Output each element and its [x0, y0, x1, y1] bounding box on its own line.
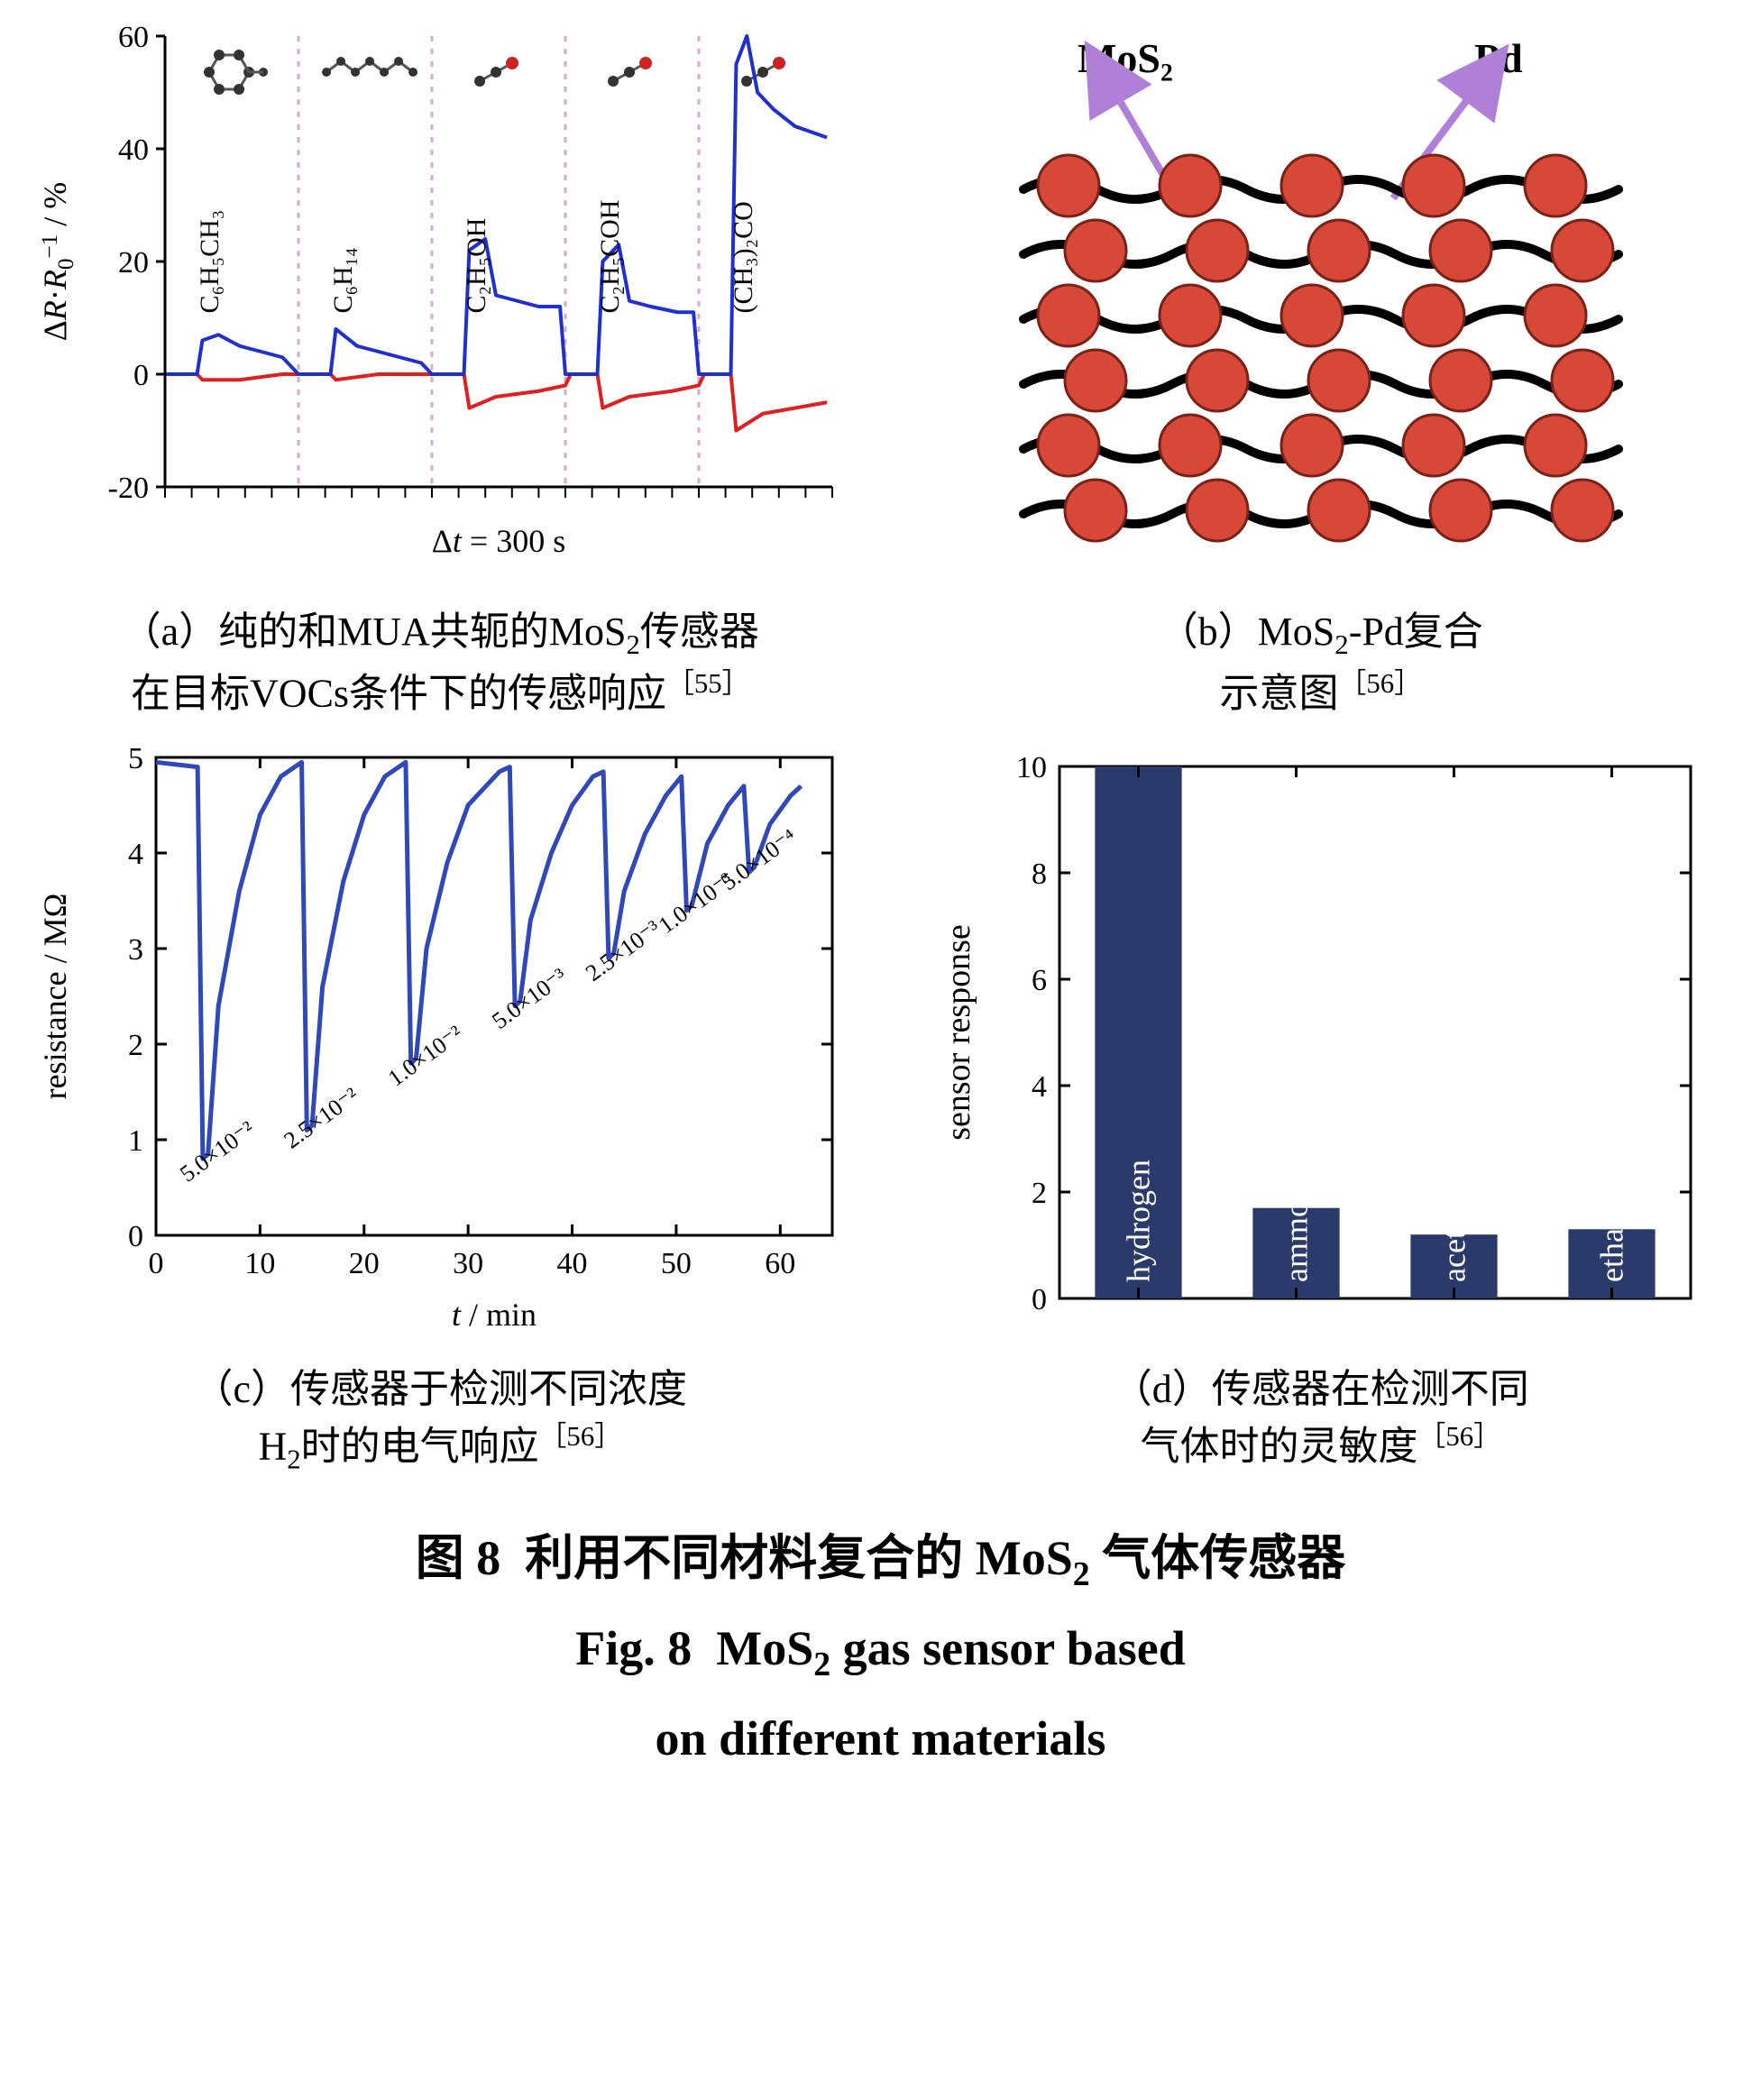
svg-text:3: 3	[128, 933, 143, 967]
panel-d: 0 2 4 6 8 10 hydrogen ammonia acetone ethanol sens…	[899, 739, 1744, 1479]
svg-text:5: 5	[128, 742, 143, 775]
svg-text:60: 60	[118, 21, 149, 54]
svg-text:60: 60	[766, 1247, 796, 1280]
svg-text:ΔR·R0−1 / %: ΔR·R0−1 / %	[37, 182, 78, 342]
svg-text:C₆H₁₄: C₆H₁₄	[328, 247, 358, 313]
panel-b: MoS₂ Pd （b）MoS2-Pd复合示意图［56］	[899, 18, 1744, 721]
panel-d-chart: 0 2 4 6 8 10 hydrogen ammonia acetone ethanol sens…	[924, 739, 1718, 1353]
svg-text:2: 2	[1032, 1177, 1047, 1210]
svg-text:C₂H₅COH: C₂H₅COH	[595, 200, 625, 314]
svg-text:20: 20	[349, 1247, 380, 1280]
caption-line-en1: Fig. 8 MoS2 gas sensor based	[18, 1605, 1743, 1695]
svg-text:40: 40	[118, 133, 149, 167]
svg-text:5.0×10⁻²: 5.0×10⁻²	[175, 1115, 260, 1187]
svg-text:acetone: acetone	[1435, 1183, 1472, 1282]
panel-b-caption: （b）MoS2-Pd复合示意图［56］	[1159, 604, 1483, 721]
svg-text:1.0×10⁻²: 1.0×10⁻²	[383, 1020, 468, 1091]
svg-text:20: 20	[118, 246, 149, 280]
svg-text:0: 0	[149, 1247, 164, 1280]
svg-text:2.5×10⁻³: 2.5×10⁻³	[581, 915, 665, 986]
svg-text:MoS₂: MoS₂	[1078, 35, 1173, 81]
svg-text:0: 0	[128, 1220, 143, 1253]
svg-text:10: 10	[245, 1247, 276, 1280]
svg-text:2.5×10⁻²: 2.5×10⁻²	[280, 1082, 364, 1153]
svg-text:t / min: t / min	[452, 1297, 537, 1333]
panel-b-diagram: MoS₂ Pd	[924, 18, 1718, 595]
svg-text:C₂H₅OH: C₂H₅OH	[462, 218, 491, 314]
panel-d-caption: （d）传感器在检测不同气体时的灵敏度［56］	[1113, 1362, 1529, 1474]
figure-main-caption: 图 8 利用不同材料复合的 MoS2 气体传感器 Fig. 8 MoS2 gas…	[18, 1515, 1743, 1783]
caption-line-en2: on different materials	[18, 1695, 1743, 1783]
svg-text:ethanol: ethanol	[1593, 1187, 1629, 1282]
svg-text:2: 2	[128, 1029, 143, 1062]
panel-a-chart: -20 0 20 40 60 ΔR·R0−1 / % Δt = 300 s C₆H₅CH₃ C₆…	[21, 18, 859, 595]
svg-text:5.0×10⁻³: 5.0×10⁻³	[488, 963, 573, 1034]
svg-text:8: 8	[1032, 857, 1047, 891]
svg-text:50: 50	[661, 1247, 692, 1280]
svg-text:30: 30	[453, 1247, 483, 1280]
svg-text:10: 10	[1016, 751, 1047, 784]
caption-line-cn: 图 8 利用不同材料复合的 MoS2 气体传感器	[18, 1515, 1743, 1605]
svg-text:4: 4	[128, 838, 143, 871]
svg-text:0: 0	[1032, 1283, 1047, 1316]
figure-grid: -200204060ΔR·R0−1 / %Δt = 300 sC₆H₅CH₃C₆…	[18, 18, 1743, 1479]
svg-text:40: 40	[557, 1247, 588, 1280]
svg-text:5.0×10⁻⁴: 5.0×10⁻⁴	[716, 824, 802, 896]
svg-text:6: 6	[1032, 964, 1047, 997]
svg-text:Δt = 300 s: Δt = 300 s	[432, 523, 565, 559]
svg-text:C₆H₅CH₃: C₆H₅CH₃	[195, 210, 225, 314]
svg-text:hydrogen: hydrogen	[1120, 1160, 1156, 1282]
svg-text:ammonia: ammonia	[1278, 1161, 1314, 1282]
svg-text:Pd: Pd	[1474, 35, 1523, 81]
panel-a-caption: （a）纯的和MUA共轭的MoS2传感器在目标VOCs条件下的传感响应［55］	[122, 604, 759, 721]
panel-c-chart: 01234501020304050605.0×10⁻²2.5×10⁻²1.0×1…	[21, 739, 859, 1353]
svg-text:sensor response: sensor response	[940, 924, 977, 1141]
panel-c-caption: （c）传感器于检测不同浓度H2时的电气响应［56］	[193, 1362, 687, 1479]
svg-text:(CH₃)₂CO: (CH₃)₂CO	[729, 201, 758, 313]
svg-text:-20: -20	[108, 472, 149, 505]
svg-text:1: 1	[128, 1124, 143, 1158]
svg-text:0: 0	[133, 359, 149, 392]
panel-c: 01234501020304050605.0×10⁻²2.5×10⁻²1.0×1…	[18, 739, 863, 1479]
svg-text:resistance / MΩ: resistance / MΩ	[37, 894, 73, 1100]
panel-a: -20 0 20 40 60 ΔR·R0−1 / % Δt = 300 s C₆H₅CH₃ C₆…	[18, 18, 863, 721]
svg-text:4: 4	[1032, 1070, 1047, 1104]
